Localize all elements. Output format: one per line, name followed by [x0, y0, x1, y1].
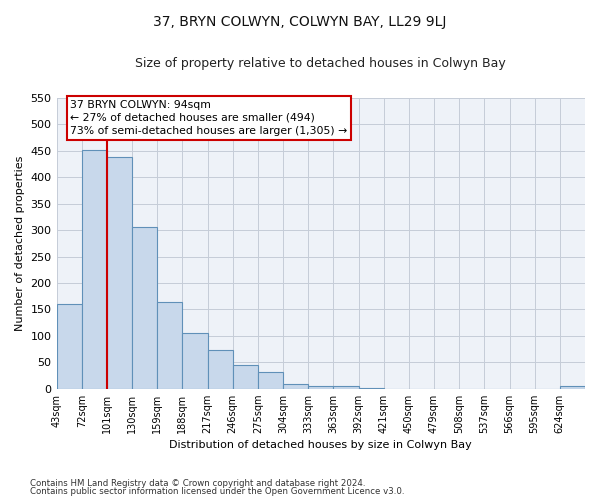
Bar: [308, 386, 334, 388]
Bar: [107, 157, 132, 388]
Bar: [56, 304, 82, 388]
Bar: [182, 332, 208, 388]
Bar: [157, 302, 182, 388]
Bar: [334, 386, 359, 388]
Text: 37, BRYN COLWYN, COLWYN BAY, LL29 9LJ: 37, BRYN COLWYN, COLWYN BAY, LL29 9LJ: [154, 15, 446, 29]
Bar: [560, 386, 585, 388]
Bar: [132, 227, 157, 388]
Bar: [283, 384, 308, 388]
X-axis label: Distribution of detached houses by size in Colwyn Bay: Distribution of detached houses by size …: [169, 440, 472, 450]
Bar: [258, 372, 283, 388]
Bar: [233, 366, 258, 388]
Title: Size of property relative to detached houses in Colwyn Bay: Size of property relative to detached ho…: [136, 58, 506, 70]
Bar: [208, 350, 233, 389]
Bar: [82, 150, 107, 388]
Text: Contains public sector information licensed under the Open Government Licence v3: Contains public sector information licen…: [30, 487, 404, 496]
Y-axis label: Number of detached properties: Number of detached properties: [15, 156, 25, 331]
Text: 37 BRYN COLWYN: 94sqm
← 27% of detached houses are smaller (494)
73% of semi-det: 37 BRYN COLWYN: 94sqm ← 27% of detached …: [70, 100, 347, 136]
Text: Contains HM Land Registry data © Crown copyright and database right 2024.: Contains HM Land Registry data © Crown c…: [30, 478, 365, 488]
